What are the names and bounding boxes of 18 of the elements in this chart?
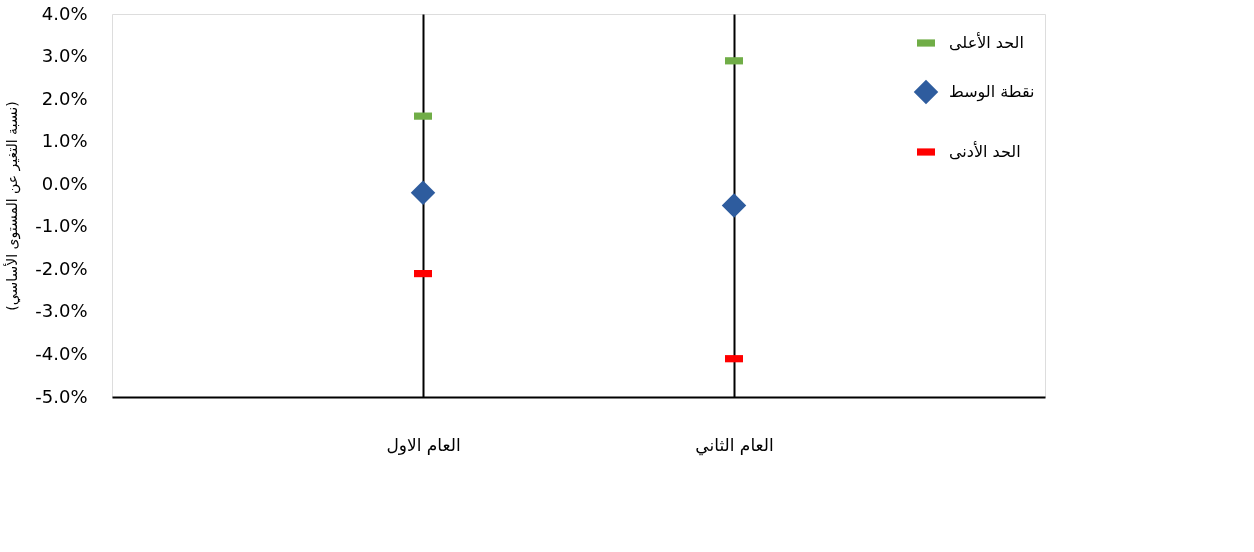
y-tick-label: -4.0% xyxy=(35,342,88,364)
y-axis-title: (نسبة التغير عن المستوى الأساسي) xyxy=(3,101,22,311)
y-tick-label: -1.0% xyxy=(35,215,88,237)
x-tick-label: العام الاول xyxy=(386,434,461,455)
y-tick-label: -5.0% xyxy=(35,385,88,407)
y-tick-label: 1.0% xyxy=(41,130,88,152)
point xyxy=(721,193,747,218)
legend-label: الحد الأدنى xyxy=(949,141,1021,161)
legend-label: الحد الأعلى xyxy=(949,32,1024,52)
legend-label: نقطة الوسط xyxy=(949,82,1035,102)
y-tick-label: -2.0% xyxy=(35,257,88,279)
y-tick-label: 2.0% xyxy=(41,87,88,109)
y-tick-label: -3.0% xyxy=(35,300,88,322)
y-tick-label: 3.0% xyxy=(41,45,88,67)
y-tick-label: 4.0% xyxy=(41,2,88,24)
x-tick-label: العام الثاني xyxy=(695,434,774,456)
y-tick-label: 0.0% xyxy=(41,172,88,194)
point xyxy=(410,180,436,205)
